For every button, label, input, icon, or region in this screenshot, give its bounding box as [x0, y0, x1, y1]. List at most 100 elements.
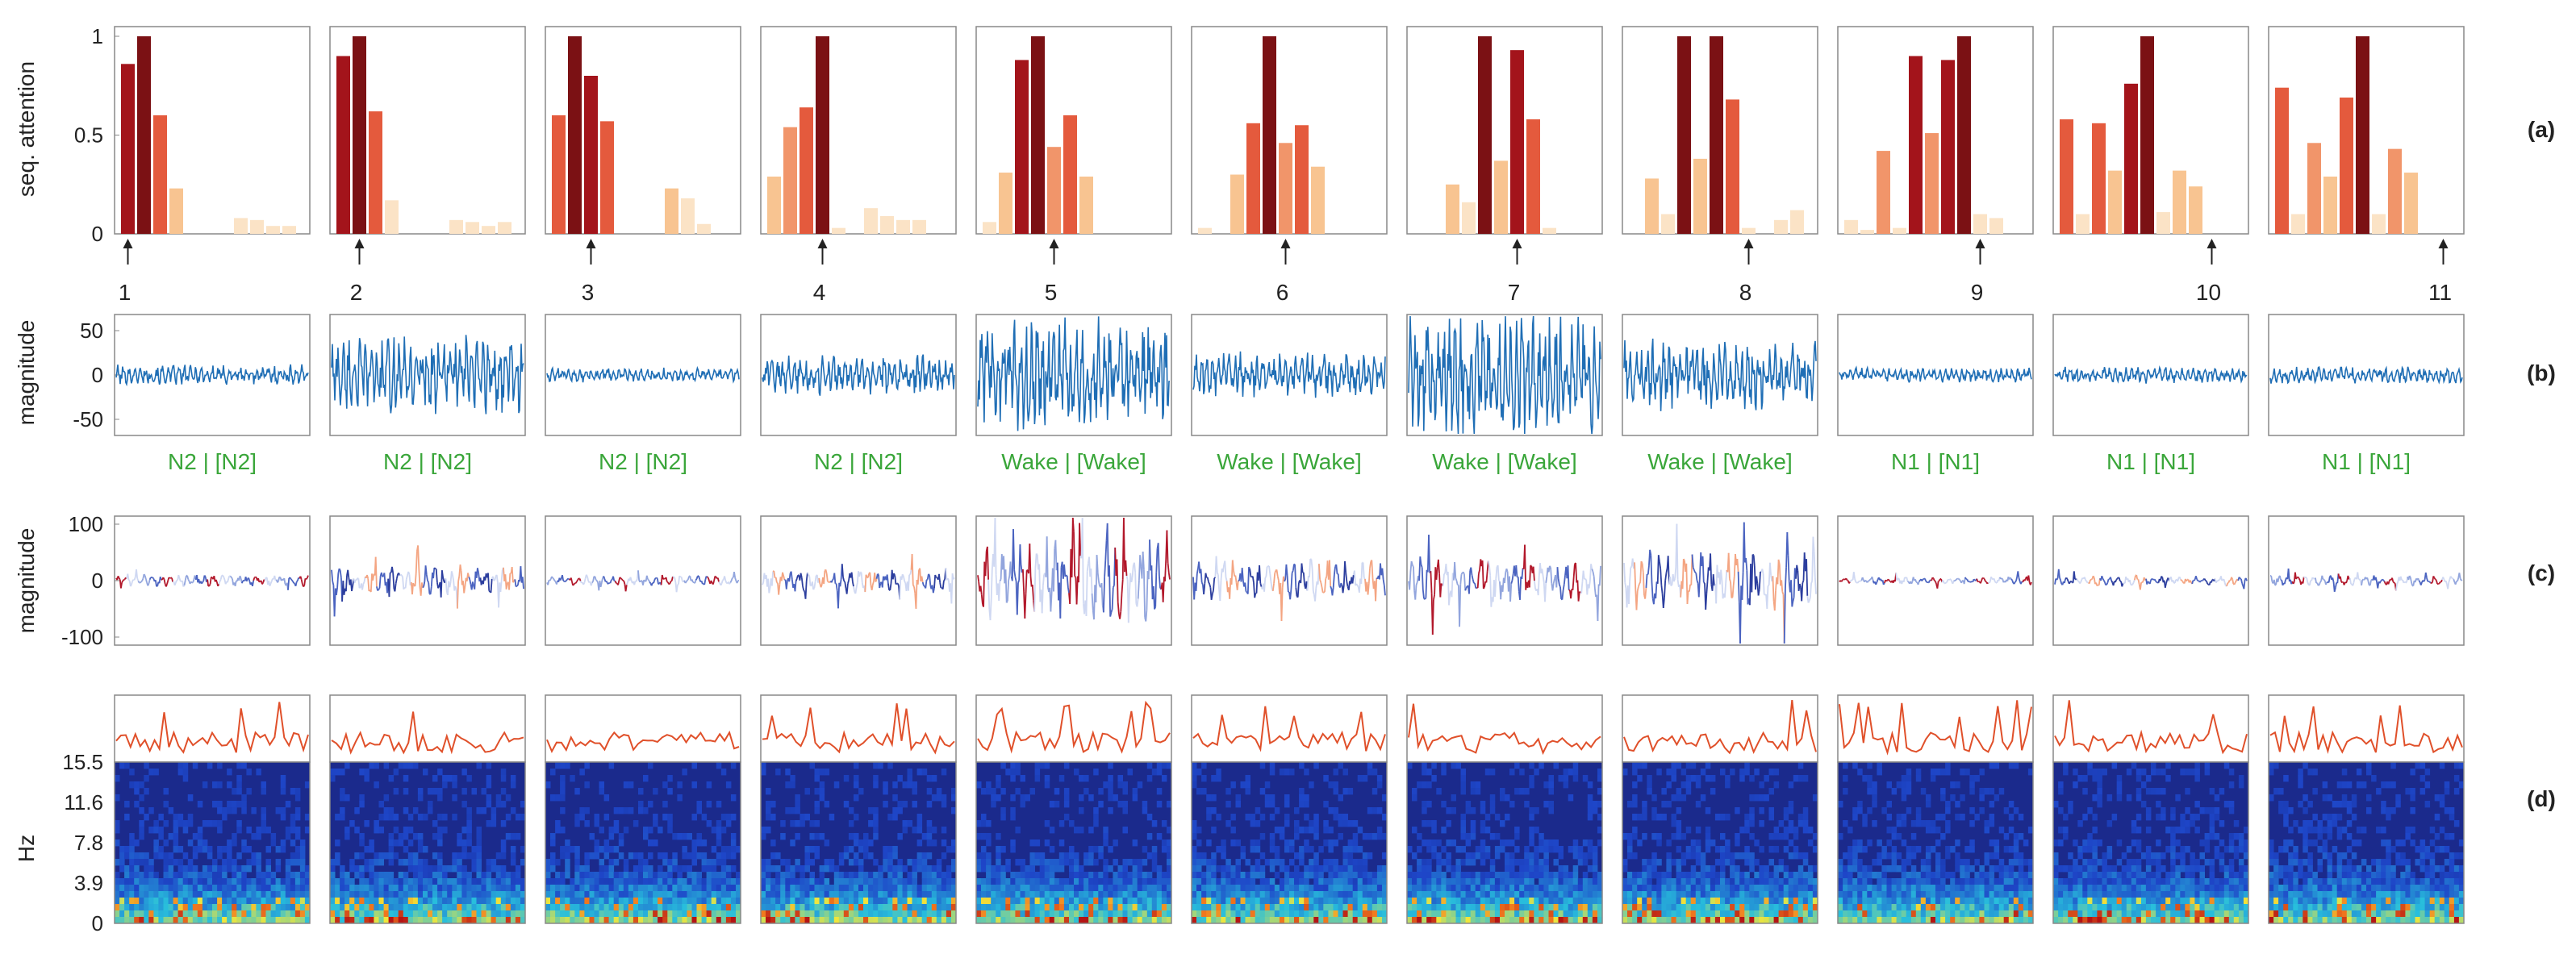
spectrogram-cell: [1074, 891, 1079, 898]
weighted-signal-segment: [1117, 602, 1120, 614]
spectrogram-cell: [202, 910, 208, 918]
spectrogram-cell: [153, 769, 159, 776]
weighted-signal-segment: [1724, 583, 1726, 598]
weighted-signal-segment: [1647, 565, 1650, 575]
weighted-signal-segment: [1324, 578, 1327, 592]
weighted-signal-segment: [1840, 580, 1843, 582]
spectrogram-cell: [897, 872, 903, 879]
weighted-signal-segment: [1042, 574, 1045, 586]
spectrogram-cell: [378, 872, 384, 879]
weighted-signal-segment: [980, 594, 983, 605]
spectrogram-cell: [613, 846, 620, 853]
spectrogram-cell: [613, 872, 620, 879]
spectrogram-cell: [227, 904, 232, 911]
spectrogram-cell: [1049, 827, 1055, 834]
spectrogram-cell: [187, 891, 194, 898]
spectrogram-cell: [1025, 872, 1030, 879]
spectrogram-cell: [197, 801, 203, 808]
weighted-signal-segment: [2221, 579, 2223, 581]
spectrogram-cell: [124, 904, 130, 911]
spectrogram-cell: [119, 846, 125, 853]
spectrogram-cell: [359, 891, 365, 898]
spectrogram-cell: [129, 885, 135, 892]
weighted-signal-segment: [2140, 582, 2142, 590]
spectrogram-cell: [800, 904, 805, 911]
spectrogram-cell: [197, 872, 203, 879]
weighted-signal-segment: [1552, 578, 1555, 584]
spectrogram-cell: [232, 878, 237, 885]
weighted-signal-segment: [794, 581, 797, 592]
spectrogram-cell: [374, 910, 379, 918]
weighted-signal-segment: [378, 587, 381, 590]
spectrogram-cell: [428, 788, 433, 795]
spectrogram-cell: [510, 898, 516, 905]
spectrogram-cell: [1083, 788, 1089, 795]
spectrogram-cell: [461, 904, 467, 911]
spectrogram-cell: [495, 891, 502, 898]
attention-bar: [1063, 115, 1077, 234]
spectrogram-cell: [1167, 865, 1172, 873]
spectrogram-cell: [986, 859, 992, 866]
spectrogram-cell: [222, 878, 228, 885]
sleep-stage-label: N2 | [N2]: [383, 449, 472, 474]
spectrogram-cell: [1063, 904, 1070, 911]
spectrogram-cell: [217, 885, 223, 892]
spectrogram-cell: [1146, 885, 1153, 892]
spectrogram-cell: [873, 904, 879, 911]
spectrogram-cell: [1015, 878, 1021, 885]
weighted-signal-segment: [1686, 590, 1689, 605]
spectrogram-cell: [725, 820, 732, 827]
weighted-signal-segment: [1572, 564, 1576, 577]
weighted-signal-segment: [1210, 594, 1213, 600]
spectrogram-cell: [187, 814, 194, 821]
spectrogram-cell: [1142, 801, 1148, 808]
weighted-signal-segment: [1438, 559, 1440, 574]
spectrogram-cell: [364, 878, 369, 885]
weighted-signal-segment: [1033, 568, 1037, 612]
spectrogram-cell: [691, 872, 697, 879]
spectrogram-cell: [1113, 891, 1118, 898]
weighted-signal-segment: [1751, 554, 1754, 593]
spectrogram-cell: [466, 852, 472, 860]
spectrogram-cell: [1000, 904, 1006, 911]
spectrogram-cell: [687, 898, 692, 905]
weighted-signal-segment: [879, 583, 882, 589]
spectrogram-panel-frame: [114, 761, 311, 924]
spectrogram-cell: [437, 872, 443, 879]
spectrogram-cell: [265, 917, 271, 924]
attention-bar: [2291, 214, 2305, 234]
spectrogram-cell: [173, 891, 179, 898]
weighted-signal-segment: [1628, 581, 1630, 605]
spectrogram-cell: [383, 794, 390, 802]
weighted-signal-segment: [1681, 559, 1685, 589]
spectrogram-cell: [931, 775, 937, 782]
spectrogram-cell: [912, 865, 917, 873]
current-epoch-arrowhead: [1049, 239, 1059, 248]
spectrogram-cell: [476, 859, 482, 866]
spectrogram-cell: [417, 885, 424, 892]
spectrogram-cell: [1167, 885, 1172, 892]
spectrogram-cell: [461, 852, 467, 860]
spectrogram-cell: [217, 865, 223, 873]
spectrogram-cell: [868, 891, 874, 898]
weighted-signal-segment: [404, 579, 407, 589]
weighted-signal-segment: [187, 578, 190, 581]
weighted-signal-segment: [1766, 585, 1769, 609]
spectrogram-cell: [207, 904, 213, 911]
spectrogram-cell: [129, 878, 135, 885]
spectrogram-cell: [594, 917, 599, 924]
spectrogram-cell: [608, 833, 615, 840]
spectrogram-cell: [520, 904, 526, 911]
spectrogram-cell: [403, 762, 409, 769]
spectrogram-cell: [393, 904, 399, 911]
spectrogram-cell: [148, 872, 154, 879]
spectrogram-cell: [643, 775, 649, 782]
weighted-signal-segment: [600, 577, 603, 583]
spectrogram-cell: [545, 865, 551, 873]
spectrogram-cell: [854, 885, 859, 892]
weighted-signal-segment: [1269, 573, 1272, 582]
weighted-signal-segment: [472, 581, 474, 586]
spectrogram-cell: [790, 839, 795, 847]
spectrogram-cell: [863, 910, 869, 918]
spectrogram-cell: [486, 820, 492, 827]
